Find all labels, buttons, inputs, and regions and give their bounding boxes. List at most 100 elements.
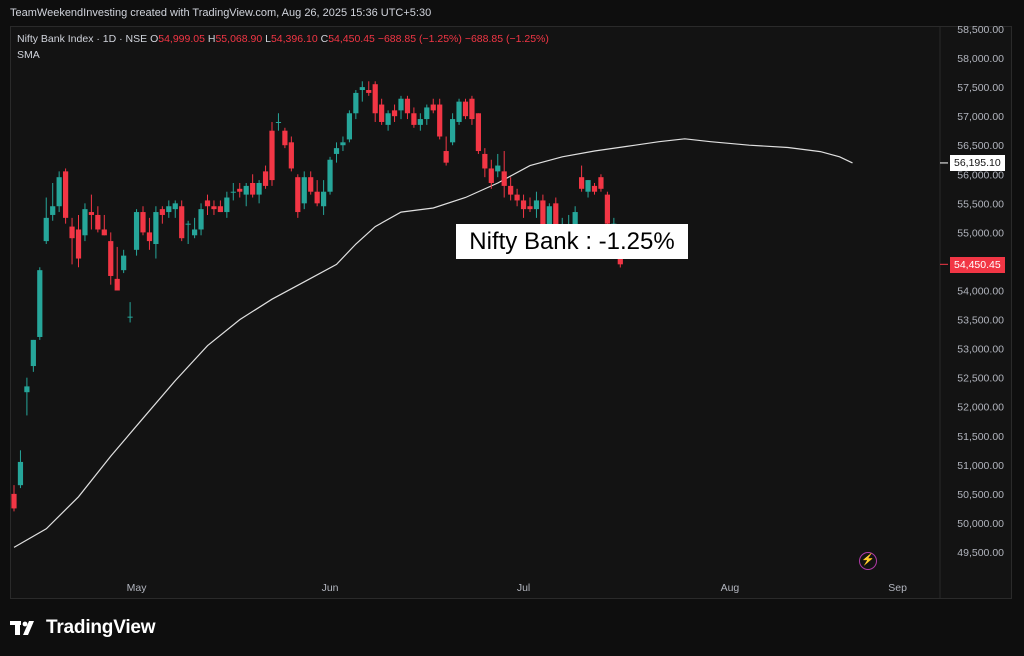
candle-body	[404, 98, 411, 114]
candle-body	[172, 203, 178, 210]
candle-body	[24, 386, 30, 393]
candle-body	[230, 191, 236, 193]
legend-change-secondary: −688.85 (−1.25%)	[464, 33, 549, 45]
candle-body	[166, 206, 172, 213]
candle-body	[88, 212, 94, 215]
candle-body	[101, 229, 107, 236]
candle-body	[114, 278, 120, 291]
candle-body	[17, 461, 24, 486]
y-tick-label: 51,000.00	[957, 460, 1004, 472]
legend-open-value: 54,999.05	[158, 33, 205, 45]
y-tick-label: 52,000.00	[957, 402, 1004, 414]
candle-body	[508, 185, 514, 195]
candle-body	[282, 130, 288, 146]
candle-body	[314, 191, 320, 204]
candle-body	[514, 194, 520, 201]
candle-body	[424, 107, 430, 120]
candle-body	[359, 87, 365, 91]
candle-body	[546, 206, 552, 233]
tradingview-logo-icon	[10, 621, 34, 635]
x-tick-label: Aug	[721, 582, 740, 594]
candle-body	[146, 232, 153, 242]
candle-body	[411, 113, 417, 125]
candle-body	[204, 200, 211, 207]
candle-body	[243, 185, 249, 195]
candle-body	[250, 182, 256, 195]
candle-body	[217, 206, 223, 213]
candle-body	[553, 203, 559, 230]
sma-price-tag: 56,195.10	[950, 155, 1005, 171]
candle-body	[379, 104, 385, 122]
candle-body	[353, 92, 359, 114]
candle-body	[333, 148, 340, 154]
candle-body	[340, 142, 346, 146]
candle-body	[579, 177, 585, 189]
candle-body	[495, 165, 501, 172]
candle-body	[366, 90, 372, 93]
sma-line	[13, 138, 853, 548]
y-tick-label: 50,000.00	[957, 518, 1004, 530]
candle-body	[327, 159, 333, 192]
candle-body	[275, 121, 282, 123]
candle-body	[95, 214, 101, 230]
candle-body	[391, 110, 398, 117]
header-caption: TeamWeekendInvesting created with Tradin…	[10, 7, 432, 19]
lightning-icon[interactable]: ⚡	[859, 552, 877, 570]
candle-body	[269, 130, 275, 181]
candle-body	[443, 151, 449, 163]
candle-body	[308, 177, 314, 192]
last-price-tag: 54,450.45	[950, 257, 1005, 273]
candle-body	[591, 185, 598, 192]
candle-body	[179, 206, 185, 239]
y-tick-label: 51,500.00	[957, 431, 1004, 443]
candle-body	[224, 197, 230, 213]
candle-body	[482, 153, 488, 169]
candle-body	[37, 270, 43, 337]
candle-body	[295, 177, 301, 213]
annotation-box[interactable]: Nifty Bank : -1.25%	[456, 224, 688, 259]
candle-body	[520, 200, 527, 210]
y-tick-label: 56,000.00	[957, 169, 1004, 181]
tradingview-brand[interactable]: TradingView	[10, 617, 156, 639]
candle-body	[185, 223, 191, 225]
legend-low-label: L	[265, 33, 271, 45]
x-tick-label: Sep	[888, 582, 907, 594]
candle-body	[456, 101, 462, 122]
candle-body	[572, 212, 578, 227]
candle-body	[192, 229, 198, 236]
candle-body	[159, 209, 165, 215]
candle-body	[301, 177, 307, 204]
candle-body	[133, 212, 140, 250]
candle-body	[475, 113, 481, 152]
chart-frame[interactable]	[10, 26, 1012, 599]
sma-indicator-label[interactable]: SMA	[17, 49, 40, 61]
candle-body	[256, 182, 262, 195]
legend-close-value: 54,450.45	[328, 33, 375, 45]
x-tick-label: Jun	[322, 582, 339, 594]
candle-body	[501, 171, 507, 186]
y-tick-label: 56,500.00	[957, 140, 1004, 152]
legend-open-label: O	[150, 33, 159, 45]
candle-body	[346, 113, 352, 140]
y-tick-label: 53,500.00	[957, 315, 1004, 327]
candle-body	[56, 177, 62, 207]
candle-body	[430, 104, 436, 111]
candle-body	[417, 119, 423, 125]
legend-high-label: H	[207, 33, 216, 45]
candle-body	[321, 191, 327, 207]
header-bar: TeamWeekendInvesting created with Tradin…	[0, 0, 1024, 26]
y-tick-label: 52,500.00	[957, 373, 1004, 385]
candle-body	[127, 316, 133, 318]
legend-high-value: 55,068.90	[215, 33, 263, 45]
legend-close-label: C	[320, 33, 329, 45]
candle-body	[11, 493, 17, 509]
chart-legend: Nifty Bank Index · 1D · NSE O54,999.05 H…	[17, 33, 549, 45]
candle-body	[288, 142, 294, 169]
candle-body	[43, 217, 49, 242]
footer	[0, 600, 1024, 656]
candle-body	[604, 194, 610, 224]
candle-body	[262, 171, 269, 186]
candle-body	[153, 212, 159, 245]
candle-body	[533, 200, 540, 210]
candle-body	[63, 171, 69, 218]
